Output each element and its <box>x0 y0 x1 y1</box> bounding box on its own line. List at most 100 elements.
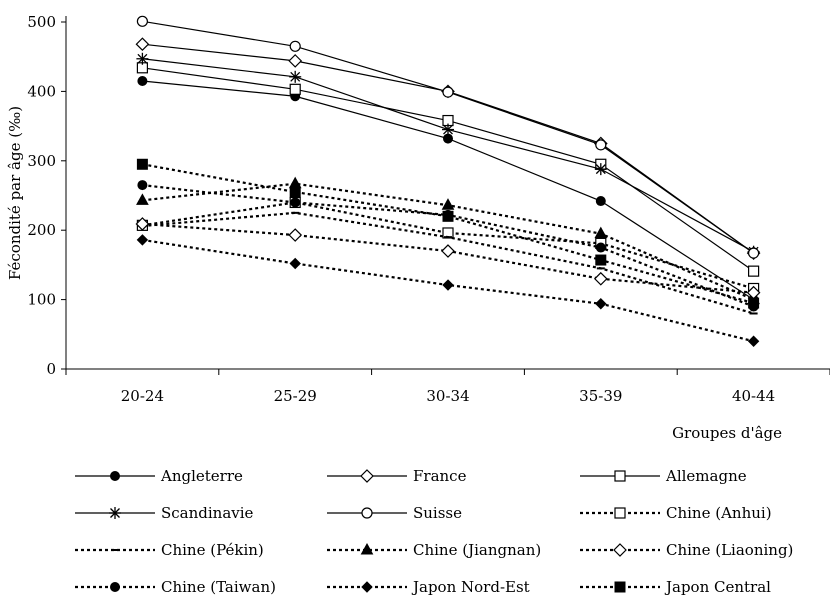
data-point <box>747 335 760 347</box>
data-point <box>288 54 303 68</box>
legend-item: Chine (Liaoning) <box>580 541 793 559</box>
series-10 <box>136 234 760 347</box>
data-point <box>137 75 148 86</box>
legend-marker <box>360 542 374 555</box>
data-point <box>441 244 455 258</box>
legend-marker <box>361 507 373 519</box>
data-point <box>747 247 760 259</box>
legend-item: France <box>327 467 467 485</box>
data-point <box>595 254 607 266</box>
data-point <box>595 242 606 253</box>
data-point <box>136 234 149 246</box>
data-point <box>290 197 301 208</box>
asterisk-stroke <box>290 71 301 82</box>
legend-marker <box>614 507 626 519</box>
legend-marker <box>109 507 121 519</box>
data-point <box>288 228 303 242</box>
data-point <box>289 83 301 95</box>
data-point <box>595 139 607 151</box>
y-tick-label: 100 <box>27 291 56 309</box>
data-point <box>289 257 301 270</box>
asterisk-stroke <box>595 164 606 175</box>
data-point <box>442 86 454 98</box>
legend-label: Chine (Liaoning) <box>666 541 793 559</box>
data-point <box>136 158 148 170</box>
y-tick-label: 400 <box>27 82 56 100</box>
data-point <box>595 196 606 207</box>
x-tick-label: 35-39 <box>579 387 622 405</box>
legend-label: Scandinavie <box>161 504 254 522</box>
y-tick-label: 200 <box>27 221 56 239</box>
series-line <box>142 201 754 290</box>
data-point <box>136 193 149 205</box>
data-point <box>137 180 148 191</box>
legend-marker <box>613 543 627 557</box>
legend-label: Angleterre <box>160 467 243 485</box>
x-axis-title: Groupes d'âge <box>672 424 782 442</box>
series-4 <box>136 15 760 259</box>
legend-marker <box>361 581 373 593</box>
asterisk-stroke <box>110 508 120 518</box>
legend-marker <box>614 470 626 482</box>
x-tick-label: 30-34 <box>426 387 469 405</box>
y-tick-label: 300 <box>27 152 56 170</box>
data-point <box>289 186 301 198</box>
series-3 <box>136 52 760 258</box>
chart-legend: Angleterre France Allemagne Scandinavie Suis… <box>75 467 793 596</box>
y-tick-label: 500 <box>27 13 56 31</box>
series-1 <box>135 37 761 260</box>
data-point <box>441 198 455 210</box>
data-point <box>288 176 302 189</box>
data-point <box>442 210 454 222</box>
asterisk-stroke <box>137 53 148 64</box>
data-point <box>135 217 150 231</box>
data-point <box>136 15 148 27</box>
x-tick-label: 20-24 <box>121 387 164 405</box>
data-point <box>289 70 302 83</box>
data-point <box>594 226 608 239</box>
legend-item: Chine (Anhui) <box>580 504 772 522</box>
legend-marker <box>614 581 626 593</box>
legend-item: Japon Nord-Est <box>327 578 530 596</box>
data-point <box>594 163 607 176</box>
legend-item: Chine (Pékin) <box>75 541 264 559</box>
legend-label: France <box>413 467 467 485</box>
data-point <box>289 40 301 52</box>
legend-marker <box>110 582 120 592</box>
x-tick-label: 25-29 <box>274 387 317 405</box>
legend-marker <box>110 471 120 481</box>
legend-label: Chine (Taiwan) <box>161 578 276 596</box>
data-point <box>748 297 760 309</box>
series-11 <box>136 158 760 309</box>
legend-label: Japon Central <box>664 578 771 596</box>
legend-item: Scandinavie <box>75 504 254 522</box>
asterisk-stroke <box>443 124 453 135</box>
data-point <box>595 298 607 310</box>
legend-item: Suisse <box>327 504 462 522</box>
chart-axes: 0 100 200 300 400 500 20-24 25-29 30-34 35-39 40-4… <box>27 13 830 405</box>
legend-item: Allemagne <box>580 467 747 485</box>
data-point <box>442 279 454 291</box>
legend-label: Allemagne <box>665 467 747 485</box>
legend-item: Angleterre <box>75 467 243 485</box>
legend-item: Chine (Taiwan) <box>75 578 276 596</box>
legend-label: Suisse <box>413 504 462 522</box>
legend-label: Chine (Jiangnan) <box>413 541 541 559</box>
x-tick-label: 40-44 <box>732 387 775 405</box>
data-point <box>747 265 760 277</box>
legend-marker <box>360 469 374 483</box>
chart-series-layer <box>135 15 761 347</box>
data-point <box>593 271 608 286</box>
data-point <box>442 123 454 136</box>
legend-item: Chine (Jiangnan) <box>327 541 541 559</box>
legend-label: Japon Nord-Est <box>411 578 530 596</box>
y-axis-title: Fécondité par âge (‰) <box>6 106 24 280</box>
data-point <box>136 52 149 65</box>
legend-label: Chine (Anhui) <box>666 504 772 522</box>
y-tick-label: 0 <box>46 360 56 378</box>
data-point <box>135 37 150 52</box>
legend-label: Chine (Pékin) <box>161 541 264 559</box>
legend-item: Japon Central <box>580 578 771 596</box>
series-line <box>142 163 754 305</box>
